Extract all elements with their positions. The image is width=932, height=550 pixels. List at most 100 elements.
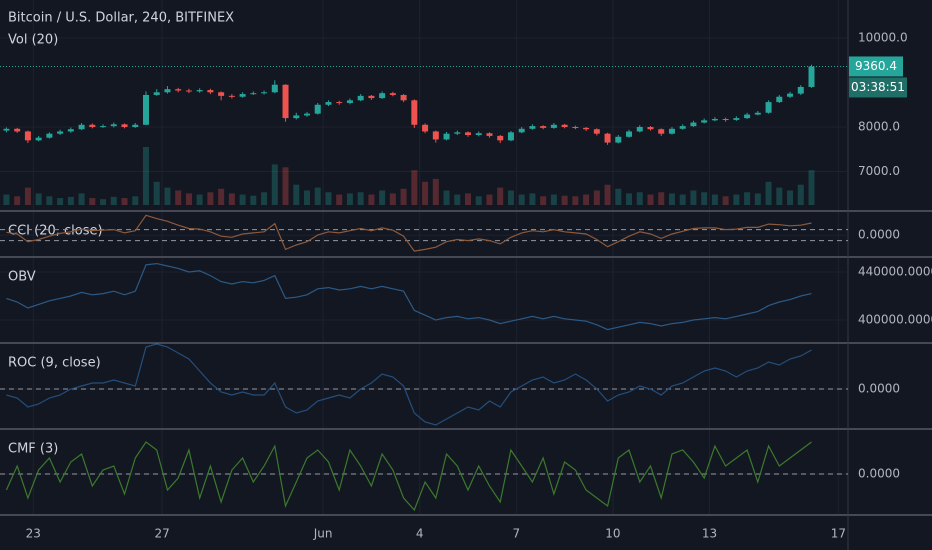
indicator-line (5, 441, 812, 512)
x-tick-label: 4 (416, 527, 424, 541)
volume-bar (626, 193, 633, 205)
candle-body (443, 133, 450, 140)
volume-bar (57, 198, 64, 205)
volume-bar (35, 193, 42, 205)
candle-body (679, 126, 686, 129)
volume-bar (346, 193, 353, 205)
volume-bar (679, 194, 686, 205)
candle-body (626, 131, 633, 137)
volume-bar (293, 184, 300, 205)
volume-bar (250, 195, 257, 205)
volume-bar (282, 167, 289, 205)
candle-body (540, 126, 547, 128)
candle-body (336, 102, 343, 104)
candle-body (207, 90, 214, 93)
volume-bar (486, 194, 493, 205)
y-tick-label: 10000.0 (858, 31, 908, 45)
candle-body (78, 124, 85, 130)
candle-body (561, 124, 568, 128)
volume-bar (722, 196, 729, 205)
candle-body (411, 100, 418, 125)
x-tick-label: 10 (605, 527, 620, 541)
volume-bar (46, 196, 53, 205)
countdown-label: 03:38:51 (851, 80, 905, 94)
candle-body (518, 128, 525, 133)
volume-bar (379, 190, 386, 205)
candle-body (67, 129, 74, 132)
candle-body (550, 124, 557, 128)
candle-body (228, 95, 235, 97)
volume-bar (690, 190, 697, 205)
volume-bar (357, 192, 364, 205)
volume-bar (89, 198, 96, 205)
volume-bar (261, 192, 268, 205)
y-tick-label: 0.0000 (858, 382, 900, 396)
y-tick-label: 0.0000 (858, 228, 900, 242)
candle-body (24, 131, 31, 141)
candle-body (787, 93, 794, 97)
volume-bar (593, 190, 600, 205)
volume-bar (336, 194, 343, 205)
candle-body (647, 127, 654, 130)
volume-bar (196, 194, 203, 205)
volume-bar (583, 194, 590, 205)
candle-body (465, 132, 472, 136)
candle-body (3, 128, 10, 131)
volume-bar (518, 194, 525, 205)
candle-body (357, 95, 364, 101)
candle-body (583, 127, 590, 130)
candle-body (325, 102, 332, 105)
volume-label: Vol (20) (8, 33, 58, 48)
candle-body (475, 133, 482, 136)
volume-bar (529, 193, 536, 205)
candle-body (346, 100, 353, 103)
candle-body (711, 118, 718, 121)
y-tick-label: 400000.0000 (858, 313, 932, 327)
candle-body (239, 94, 246, 97)
candle-body (744, 114, 751, 119)
volume-bar (808, 170, 815, 205)
volume-bar (132, 196, 139, 205)
candle-body (454, 132, 461, 134)
volume-bar (454, 194, 461, 205)
volume-bar (67, 196, 74, 205)
volume-bar (432, 178, 439, 205)
candle-body (668, 128, 675, 134)
volume-bar (164, 187, 171, 205)
volume-bar (744, 192, 751, 205)
candle-body (636, 127, 643, 132)
indicator-line (6, 214, 812, 252)
candle-body (303, 113, 310, 116)
volume-bar (368, 194, 375, 205)
volume-bar (121, 198, 128, 205)
indicator-line (6, 343, 812, 426)
volume-bar (604, 184, 611, 205)
volume-bar (400, 188, 407, 205)
volume-bar (733, 194, 740, 205)
candle-body (196, 90, 203, 92)
candle-body (486, 133, 493, 136)
candle-body (57, 131, 64, 134)
indicator-name: CCI (20, close) (8, 224, 103, 239)
volume-bar (239, 194, 246, 205)
candle-body (14, 128, 21, 132)
volume-bar (153, 181, 160, 205)
y-tick-label: 7000.0 (858, 164, 900, 178)
candle-body (389, 93, 396, 95)
volume-bar (658, 192, 665, 205)
candle-body (132, 124, 139, 128)
indicator-name: ROC (9, close) (8, 356, 101, 371)
candle-body (368, 95, 375, 99)
volume-bar (228, 193, 235, 205)
volume-bar (540, 196, 547, 205)
volume-bar (615, 188, 622, 205)
volume-bar (271, 164, 278, 205)
volume-bar (711, 194, 718, 205)
candle-body (529, 126, 536, 129)
candle-body (282, 84, 289, 119)
volume-bar (572, 196, 579, 205)
candle-body (379, 93, 386, 99)
volume-bar (550, 194, 557, 205)
volume-bar (78, 193, 85, 205)
volume-bar (561, 195, 568, 205)
